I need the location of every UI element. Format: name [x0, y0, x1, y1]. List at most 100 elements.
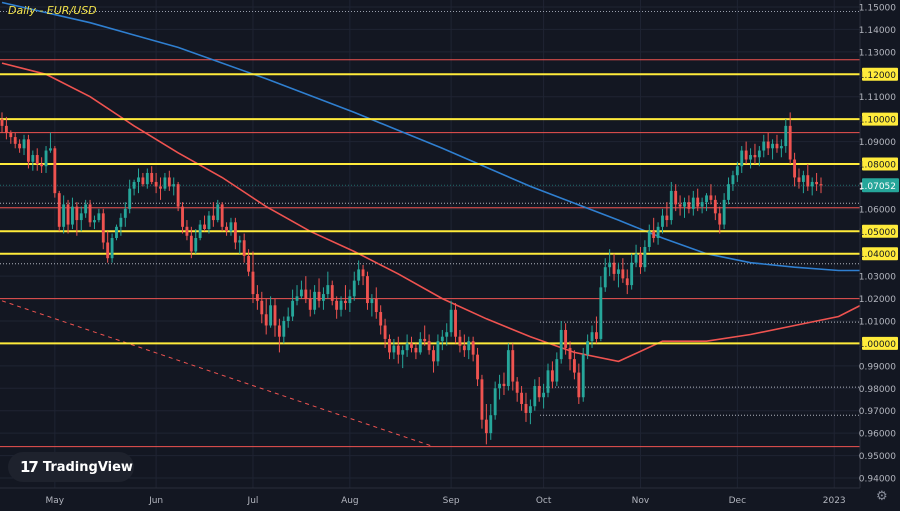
candle-body [432, 350, 435, 362]
candle-body [810, 181, 814, 187]
candle-body [163, 177, 167, 189]
candle [731, 170, 735, 191]
candle-body [436, 341, 440, 362]
candle [480, 374, 484, 429]
tradingview-logo[interactable]: 17 TradingView [8, 452, 134, 482]
candle-body [247, 255, 251, 272]
candle [418, 332, 422, 355]
candle [167, 170, 171, 191]
candle-body [806, 175, 810, 187]
minor-horizontal-lines [0, 10, 860, 448]
candle [370, 294, 374, 317]
candle-body [599, 287, 603, 339]
candle-body [819, 184, 823, 186]
candle-body [176, 184, 180, 207]
candle-body [167, 177, 171, 187]
candle-body [383, 325, 387, 339]
candle [18, 139, 22, 153]
candle [277, 318, 281, 353]
candle [643, 240, 647, 272]
candle [427, 334, 431, 355]
candle-body [233, 222, 237, 243]
candle [62, 195, 66, 234]
candle [220, 202, 224, 232]
candle [634, 244, 638, 268]
candle-body [106, 242, 110, 259]
candle [66, 199, 70, 234]
candle-body [238, 240, 242, 243]
y-tick-label: 1.11000 [859, 93, 896, 103]
candle [577, 363, 581, 404]
candle [145, 168, 149, 189]
candle [53, 146, 57, 198]
candle [489, 403, 493, 440]
settings-gear-icon[interactable]: ⚙ [876, 489, 888, 504]
candle-body [172, 184, 176, 187]
candle [753, 143, 757, 164]
candle [348, 289, 352, 313]
candle [93, 215, 96, 230]
candle-body [458, 336, 462, 346]
candle [388, 334, 391, 360]
candle [31, 150, 35, 171]
candle-body [634, 253, 638, 263]
candle-body [665, 215, 669, 221]
candle [322, 287, 325, 310]
candle [511, 343, 515, 391]
candle [705, 193, 708, 212]
candle [528, 399, 532, 425]
candle-body [242, 240, 246, 256]
candle-body [700, 202, 704, 207]
current-price-label: 1.07052 [859, 182, 896, 192]
candle-body [13, 137, 17, 144]
candle-body [286, 316, 290, 321]
candle [141, 172, 145, 187]
candle-body [4, 125, 8, 133]
candle-body [137, 177, 140, 182]
chart-title: Daily - EUR/USD [8, 4, 97, 17]
candle-body [396, 345, 400, 355]
candle-body [264, 314, 268, 326]
candle-body [705, 195, 708, 203]
y-tick-label: 0.97000 [859, 407, 896, 417]
candle [115, 224, 118, 241]
candle-body [480, 379, 484, 420]
candle-body [291, 300, 295, 317]
candle-body [101, 213, 105, 243]
candle [722, 193, 726, 230]
candle [727, 177, 730, 205]
candle-body [379, 312, 383, 326]
candle-body [586, 341, 590, 355]
candle [366, 271, 369, 310]
candle [304, 276, 308, 304]
candle-body [119, 217, 123, 227]
candle-body [621, 269, 625, 279]
candle [71, 197, 74, 230]
candle-body [216, 204, 220, 221]
candle-body [260, 300, 264, 315]
candle [735, 161, 739, 182]
candle-body [194, 238, 198, 252]
candle [44, 146, 48, 173]
candle-body [251, 271, 255, 295]
y-tick-label: 1.06000 [859, 205, 896, 215]
candle-body [674, 190, 678, 205]
candle [207, 211, 211, 234]
candle [713, 195, 717, 221]
candle-body [766, 141, 770, 149]
candle [669, 181, 673, 225]
candle [467, 336, 471, 360]
y-tick-label: 1.01000 [859, 318, 896, 328]
candle [440, 329, 444, 351]
candle [198, 220, 202, 241]
level-price-label: 1.10000 [859, 116, 896, 126]
candle-body [788, 125, 792, 160]
candle [75, 202, 79, 236]
candle-body [9, 132, 13, 138]
candle [788, 112, 792, 164]
candle-body [775, 143, 779, 149]
candle [40, 157, 44, 173]
candle-body [18, 143, 22, 149]
